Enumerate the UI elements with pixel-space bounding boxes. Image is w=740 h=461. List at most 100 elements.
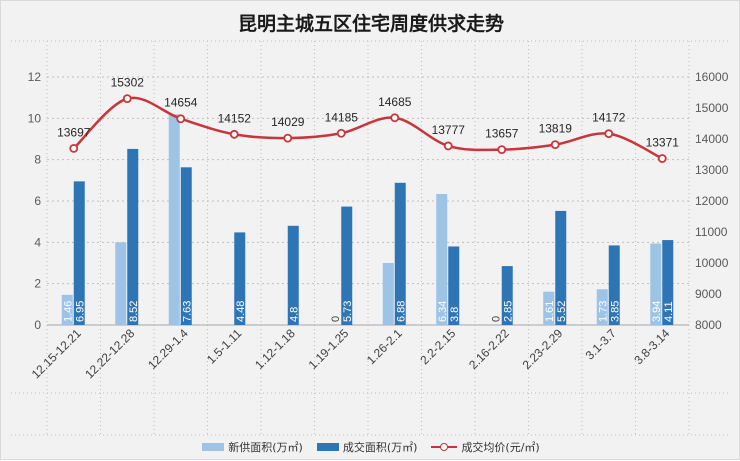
y-right-tick-label: 13000 xyxy=(695,163,729,177)
data-label-price: 13697 xyxy=(57,125,91,139)
data-label-deal: 3.8 xyxy=(449,307,461,322)
bar-supply xyxy=(543,291,555,325)
data-label-deal: 4.8 xyxy=(288,307,300,322)
data-label-deal: 5.73 xyxy=(342,301,354,322)
bar-deal xyxy=(662,240,674,325)
data-label-price: 14654 xyxy=(164,96,198,110)
legend-label-deal: 成交面积(万㎡) xyxy=(342,441,418,454)
y-right-tick-label: 14000 xyxy=(695,132,729,146)
y-right-tick-label: 15000 xyxy=(695,101,729,115)
x-tick-label: 1.19-1.25 xyxy=(306,326,352,372)
bar-supply xyxy=(596,289,608,325)
point-price xyxy=(604,129,614,139)
x-tick-label: 1.12-1.18 xyxy=(252,326,298,372)
data-label-price: 13777 xyxy=(432,123,466,137)
y-left-tick-label: 6 xyxy=(34,194,41,208)
bar-deal xyxy=(180,167,192,325)
point-price xyxy=(443,141,453,151)
legend-line-price xyxy=(431,442,458,452)
data-label-price: 13657 xyxy=(485,127,519,141)
y-left-tick-label: 10 xyxy=(28,111,42,125)
data-label-supply: 1.73 xyxy=(597,301,609,322)
bar-deal xyxy=(287,225,299,325)
data-label-supply: 1.61 xyxy=(544,301,556,322)
point-price xyxy=(122,94,132,104)
data-label-price: 14172 xyxy=(592,111,626,125)
data-label-deal: 3.85 xyxy=(609,301,621,322)
data-label-deal: 4.11 xyxy=(663,301,675,322)
point-price xyxy=(229,129,239,139)
data-label-deal: 8.52 xyxy=(128,301,140,322)
data-label-deal: 5.52 xyxy=(556,301,568,322)
bar-supply xyxy=(382,263,394,325)
x-tick-label: 12.15-12.21 xyxy=(29,326,84,381)
y-left-tick-label: 4 xyxy=(34,235,41,249)
x-tick-label: 12.22-12.28 xyxy=(82,326,137,381)
point-price xyxy=(497,145,507,155)
data-label-price: 13819 xyxy=(539,122,573,136)
data-label-deal: 2.85 xyxy=(502,301,514,322)
bar-supply xyxy=(650,243,662,325)
legend: 新供面积(万㎡) 成交面积(万㎡) 成交均价(元/㎡) xyxy=(1,439,740,455)
point-price xyxy=(176,114,186,124)
point-price xyxy=(283,133,293,143)
bar-deal xyxy=(555,210,567,325)
chart-title: 昆明主城五区住宅周度供求走势 xyxy=(237,13,504,35)
bar-deal xyxy=(608,245,620,325)
bar-deal xyxy=(394,182,406,325)
legend-item-supply: 新供面积(万㎡) xyxy=(202,439,303,455)
bar-supply xyxy=(61,294,73,325)
bar-deal xyxy=(127,148,139,325)
y-left-tick-label: 0 xyxy=(34,318,41,332)
y-left-tick-label: 8 xyxy=(34,153,41,167)
legend-item-deal: 成交面积(万㎡) xyxy=(316,439,418,455)
x-tick-label: 12.29-1.4 xyxy=(145,326,191,372)
legend-label-supply: 新供面积(万㎡) xyxy=(228,441,303,454)
y-left-tick-label: 12 xyxy=(28,70,42,84)
point-price xyxy=(550,140,560,150)
bar-supply xyxy=(115,242,127,325)
x-tick-label: 2.23-2.29 xyxy=(520,326,566,372)
y-left-tick-label: 2 xyxy=(34,277,41,291)
data-label-supply: 1.46 xyxy=(62,301,74,322)
x-tick-label: 3.8-3.14 xyxy=(631,326,672,367)
y-right-tick-label: 11000 xyxy=(695,225,728,239)
bar-deal xyxy=(501,266,513,325)
point-price xyxy=(69,143,79,153)
point-price xyxy=(657,154,667,163)
legend-item-price: 成交均价(元/㎡) xyxy=(431,439,540,455)
y-right-tick-label: 10000 xyxy=(695,256,729,270)
bar-deal xyxy=(234,232,246,325)
bar-supply xyxy=(436,193,448,325)
data-label-supply: 0 xyxy=(330,316,342,322)
point-price xyxy=(336,128,346,138)
bar-deal xyxy=(73,181,85,325)
legend-swatch-deal xyxy=(316,443,339,451)
data-label-supply: 0 xyxy=(490,316,502,322)
bar-deal xyxy=(448,246,460,325)
data-label-price: 15302 xyxy=(111,76,145,90)
x-tick-label: 3.1-3.7 xyxy=(583,326,620,363)
bar-deal xyxy=(341,206,353,325)
y-right-tick-label: 8000 xyxy=(695,318,722,332)
data-label-price: 14185 xyxy=(325,110,359,124)
data-label-deal: 4.48 xyxy=(235,301,247,322)
legend-label-price: 成交均价(元/㎡) xyxy=(461,441,540,454)
x-tick-label: 2.2-2.15 xyxy=(417,326,458,367)
data-label-deal: 6.95 xyxy=(74,301,86,322)
x-tick-label: 1.26-2.1 xyxy=(364,326,405,367)
data-label-price: 13371 xyxy=(646,135,680,149)
y-right-tick-label: 12000 xyxy=(695,194,729,208)
point-price xyxy=(390,113,400,123)
data-label-price: 14029 xyxy=(271,115,305,129)
bar-supply xyxy=(168,114,180,325)
y-right-tick-label: 16000 xyxy=(695,70,729,84)
legend-swatch-supply xyxy=(202,443,225,451)
data-label-price: 14152 xyxy=(218,111,252,125)
data-label-deal: 6.88 xyxy=(395,301,407,322)
x-tick-label: 1.5-1.11 xyxy=(204,326,245,367)
x-tick-label: 2.16-2.22 xyxy=(466,326,512,372)
data-label-supply: 6.34 xyxy=(437,301,449,322)
